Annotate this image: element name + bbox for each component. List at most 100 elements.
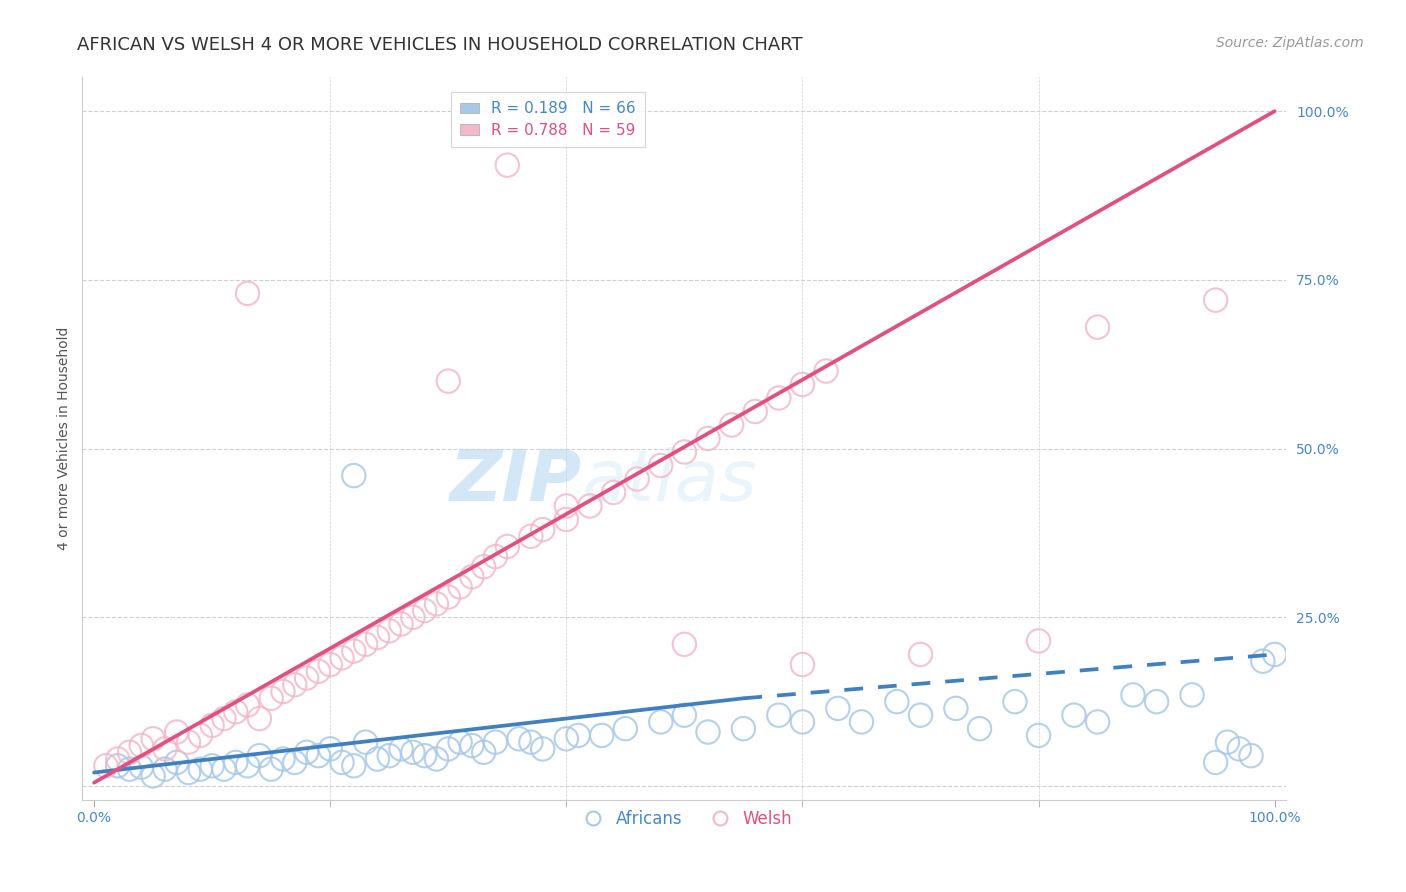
Point xyxy=(650,714,672,729)
Point xyxy=(626,472,648,486)
Point xyxy=(1087,714,1109,729)
Point xyxy=(177,735,200,749)
Point xyxy=(330,756,353,770)
Point xyxy=(792,377,814,392)
Point xyxy=(153,742,176,756)
Point xyxy=(697,725,720,739)
Point xyxy=(945,701,967,715)
Point xyxy=(201,718,224,732)
Point xyxy=(188,762,211,776)
Text: atlas: atlas xyxy=(582,447,756,516)
Point xyxy=(366,752,388,766)
Point xyxy=(744,404,766,418)
Point xyxy=(107,758,129,772)
Point xyxy=(284,678,307,692)
Point xyxy=(1063,708,1085,723)
Point xyxy=(225,756,247,770)
Point xyxy=(969,722,991,736)
Point xyxy=(271,752,294,766)
Point xyxy=(1240,748,1263,763)
Point xyxy=(177,765,200,780)
Point xyxy=(449,735,471,749)
Point xyxy=(413,748,436,763)
Point xyxy=(188,728,211,742)
Point xyxy=(496,158,519,172)
Point xyxy=(673,708,696,723)
Point xyxy=(602,485,624,500)
Point xyxy=(579,499,602,513)
Point xyxy=(107,752,129,766)
Point xyxy=(886,695,908,709)
Point xyxy=(437,590,460,604)
Point xyxy=(94,758,117,772)
Point xyxy=(910,648,932,662)
Point xyxy=(366,631,388,645)
Text: ZIP: ZIP xyxy=(450,447,582,516)
Point xyxy=(212,712,235,726)
Point xyxy=(389,742,412,756)
Text: AFRICAN VS WELSH 4 OR MORE VEHICLES IN HOUSEHOLD CORRELATION CHART: AFRICAN VS WELSH 4 OR MORE VEHICLES IN H… xyxy=(77,36,803,54)
Point xyxy=(520,735,543,749)
Point xyxy=(236,286,259,301)
Point xyxy=(131,739,153,753)
Point xyxy=(201,758,224,772)
Point xyxy=(343,758,366,772)
Point xyxy=(131,760,153,774)
Point xyxy=(166,756,188,770)
Point xyxy=(472,745,495,759)
Point xyxy=(673,445,696,459)
Point xyxy=(555,731,578,746)
Point xyxy=(555,512,578,526)
Point xyxy=(142,731,165,746)
Point xyxy=(247,712,270,726)
Point xyxy=(1227,742,1250,756)
Point xyxy=(118,762,141,776)
Point xyxy=(851,714,873,729)
Point xyxy=(484,735,506,749)
Point xyxy=(697,432,720,446)
Point xyxy=(531,742,554,756)
Y-axis label: 4 or more Vehicles in Household: 4 or more Vehicles in Household xyxy=(58,326,72,550)
Point xyxy=(118,745,141,759)
Point xyxy=(319,657,342,672)
Point xyxy=(343,644,366,658)
Point xyxy=(1205,756,1227,770)
Point xyxy=(236,698,259,712)
Point xyxy=(354,637,377,651)
Point xyxy=(402,745,425,759)
Point xyxy=(567,728,589,742)
Point xyxy=(673,637,696,651)
Point xyxy=(449,580,471,594)
Point xyxy=(531,523,554,537)
Point xyxy=(142,769,165,783)
Point xyxy=(425,597,447,611)
Point xyxy=(437,742,460,756)
Point xyxy=(295,671,318,685)
Point xyxy=(614,722,637,736)
Point xyxy=(437,374,460,388)
Point xyxy=(1004,695,1026,709)
Point xyxy=(1087,320,1109,334)
Text: Source: ZipAtlas.com: Source: ZipAtlas.com xyxy=(1216,36,1364,50)
Point xyxy=(1122,688,1144,702)
Point xyxy=(1028,728,1050,742)
Point xyxy=(378,748,401,763)
Point xyxy=(461,739,484,753)
Point xyxy=(389,617,412,632)
Point xyxy=(650,458,672,473)
Point xyxy=(330,650,353,665)
Point xyxy=(236,758,259,772)
Point xyxy=(1028,634,1050,648)
Point xyxy=(402,610,425,624)
Point xyxy=(307,748,329,763)
Point xyxy=(260,691,283,706)
Point xyxy=(343,468,366,483)
Point xyxy=(153,762,176,776)
Point xyxy=(792,714,814,729)
Point xyxy=(1216,735,1239,749)
Point xyxy=(1251,654,1274,668)
Point xyxy=(555,499,578,513)
Point xyxy=(910,708,932,723)
Point xyxy=(166,725,188,739)
Point xyxy=(768,708,790,723)
